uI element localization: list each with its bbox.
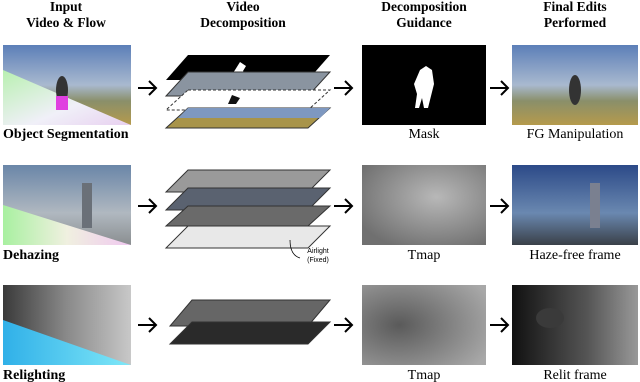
layer [164, 225, 332, 249]
row-relighting: Relighting Tmap Relit frame [3, 285, 638, 382]
plant [536, 308, 564, 328]
row-dehazing: Airlight (Fixed) Dehazing Tmap Haze-free… [3, 165, 638, 264]
header: Final Edits [543, 0, 606, 14]
layer [164, 89, 332, 111]
flow-overlay [3, 320, 131, 365]
annotation-pointer [289, 239, 301, 259]
edit-label: Relit frame [543, 368, 606, 382]
annotation: Airlight [307, 248, 328, 255]
tmap-image [362, 165, 486, 245]
arrows [138, 80, 510, 333]
headers: Input Video & Flow Video Decomposition D… [26, 0, 607, 30]
header: Video [226, 0, 259, 14]
output-frame [512, 165, 638, 245]
task-label: Dehazing [3, 248, 59, 263]
task-label: Relighting [3, 368, 65, 382]
person [569, 75, 581, 105]
header: Performed [544, 15, 607, 30]
guidance-label: Mask [408, 127, 439, 142]
layer [168, 321, 332, 345]
header: Decomposition [381, 0, 467, 14]
annotation: (Fixed) [307, 257, 329, 264]
output-frame [512, 285, 638, 365]
header: Decomposition [200, 15, 286, 30]
tower [590, 183, 600, 228]
header: Input [50, 0, 83, 14]
task-label: Object Segmentation [3, 127, 129, 142]
layer [164, 205, 332, 227]
row-segmentation: Object Segmentation Mask FG Manipulation [3, 45, 638, 142]
tmap-image [362, 285, 486, 365]
guidance-label: Tmap [408, 368, 441, 382]
header: Guidance [396, 15, 452, 30]
header: Video & Flow [26, 15, 106, 30]
guidance-label: Tmap [408, 248, 441, 263]
tower [82, 183, 92, 228]
flow-overlay [3, 205, 131, 245]
flow-person [56, 96, 68, 110]
edit-label: FG Manipulation [527, 127, 624, 142]
shadow [228, 95, 240, 104]
mask-shape [414, 66, 434, 108]
edit-label: Haze-free frame [529, 248, 620, 263]
layer-sky [178, 108, 330, 118]
